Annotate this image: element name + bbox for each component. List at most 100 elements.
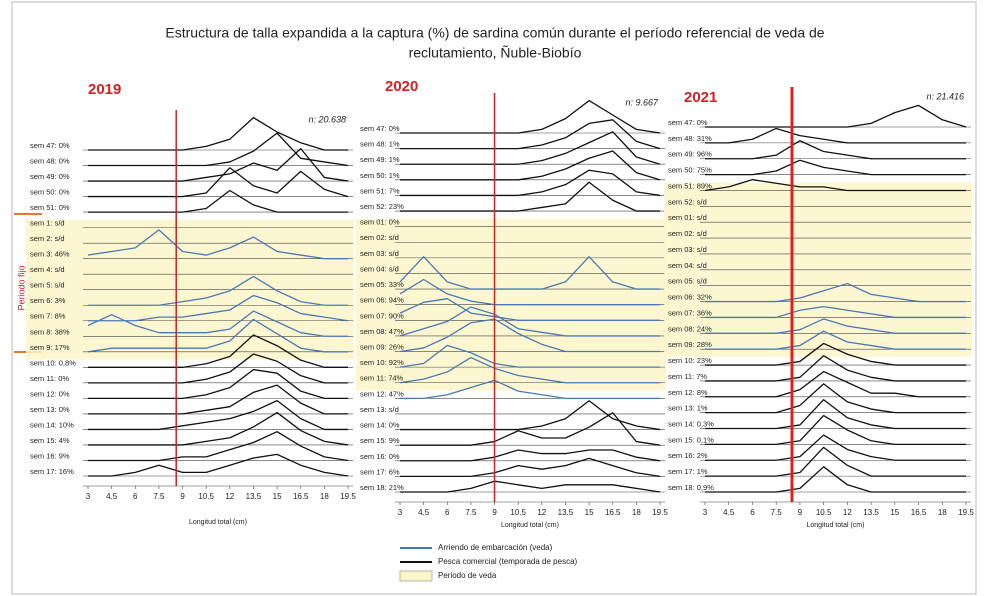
size-curve: [88, 399, 348, 431]
x-tick-label: 6: [750, 508, 755, 517]
size-curve: [705, 355, 966, 382]
x-tick-label: 4.5: [106, 492, 118, 501]
row-label: sem 11: 74%: [360, 374, 404, 383]
row-label: sem 16: 9%: [30, 451, 70, 460]
x-tick-label: 6: [133, 492, 138, 501]
row-label: sem 13: s/d: [360, 405, 399, 414]
row-label: sem 03: s/d: [668, 245, 707, 254]
size-curve: [399, 306, 660, 337]
x-tick-label: 9: [180, 492, 185, 501]
row-label: sem 7: 8%: [30, 312, 66, 321]
x-tick-label: 4.5: [418, 508, 430, 517]
size-curve: [88, 384, 348, 415]
row-label: sem 03: s/d: [360, 249, 399, 258]
panel-year: 2020: [385, 78, 418, 95]
row-label: sem 51: 89%: [668, 181, 712, 190]
row-label: sem 17: 1%: [668, 467, 708, 476]
size-curve: [87, 310, 348, 337]
x-tick-label: 15: [890, 508, 899, 517]
size-curve: [400, 131, 661, 165]
x-tick-label: 19.5: [652, 508, 668, 517]
size-curve: [705, 318, 966, 334]
size-curve: [399, 298, 660, 321]
x-tick-label: 18: [632, 508, 641, 517]
row-label: sem 05: s/d: [668, 277, 707, 286]
row-label: sem 47: 0%: [30, 141, 70, 150]
x-tick-label: 13.5: [246, 492, 262, 501]
x-tick-label: 7.5: [771, 508, 783, 517]
row-label: sem 51: 0%: [30, 203, 70, 212]
row-label: sem 17: 6%: [360, 467, 400, 476]
size-curve: [400, 99, 661, 134]
row-label: sem 4: s/d: [30, 265, 65, 274]
size-curve: [88, 353, 348, 384]
size-curve: [705, 414, 966, 446]
size-curve: [400, 379, 660, 399]
row-label: sem 3: 46%: [30, 250, 70, 259]
size-curve: [88, 334, 348, 368]
x-tick-label: 13.5: [558, 508, 574, 517]
row-label: sem 13: 1%: [668, 404, 708, 413]
sample-size: n: 20.638: [308, 114, 346, 124]
x-tick-label: 7.5: [465, 508, 477, 517]
x-tick-label: 3: [86, 492, 91, 501]
row-label: sem 11: 0%: [30, 374, 69, 383]
row-label: sem 09: 26%: [360, 343, 404, 352]
row-label: sem 49: 0%: [30, 172, 70, 181]
x-tick-label: 12: [225, 492, 234, 501]
row-label: sem 48: 0%: [30, 157, 70, 166]
row-label: sem 10: 0,8%: [30, 358, 76, 367]
size-curve: [400, 169, 661, 197]
x-tick-label: 12: [537, 508, 546, 517]
legend-label: Pesca comercial (temporada de pesca): [438, 557, 578, 566]
row-label: sem 52: s/d: [668, 197, 707, 206]
x-tick-label: 15: [585, 508, 594, 517]
x-tick-label: 16.5: [605, 508, 621, 517]
size-curve: [399, 256, 660, 290]
size-curve: [705, 140, 966, 160]
x-tick-label: 7.5: [153, 492, 165, 501]
side-label: Periodo fijo: [16, 265, 26, 310]
x-tick-label: 10.5: [198, 492, 214, 501]
x-tick-label: 9: [798, 508, 803, 517]
size-curve: [88, 453, 349, 477]
size-curve: [399, 318, 660, 353]
size-curve: [88, 189, 348, 213]
row-label: sem 07: 36%: [668, 308, 712, 317]
row-label: sem 47: 0%: [360, 124, 400, 133]
size-curve: [705, 466, 966, 493]
size-curve: [88, 147, 349, 182]
row-label: sem 14: 0,3%: [668, 420, 714, 429]
row-label: sem 02: s/d: [360, 233, 399, 242]
x-tick-label: 3: [703, 508, 708, 517]
size-curve: [705, 370, 966, 398]
size-curve: [705, 127, 966, 144]
row-label: sem 10: 23%: [668, 356, 712, 365]
row-label: sem 47: 0%: [668, 118, 708, 127]
row-label: sem 9: 17%: [30, 343, 70, 352]
row-label: sem 12: 47%: [360, 389, 404, 398]
row-label: sem 15: 0,1%: [668, 435, 714, 444]
row-label: sem 50: 1%: [360, 171, 400, 180]
size-curve: [88, 411, 349, 446]
row-label: sem 16: 0%: [360, 452, 400, 461]
size-curve: [704, 179, 966, 192]
row-label: sem 16: 2%: [668, 451, 708, 460]
row-label: sem 18: 21%: [360, 483, 404, 492]
title-line-2: reclutamiento, Ñuble-Biobío: [409, 45, 582, 61]
row-label: sem 2: s/d: [30, 234, 65, 243]
row-label: sem 08: 47%: [360, 327, 404, 336]
panel-year: 2021: [684, 89, 717, 106]
x-tick-label: 10.5: [816, 508, 832, 517]
size-curve: [88, 294, 349, 322]
legend-swatch: [399, 570, 433, 582]
x-axis-label: Longitud total (cm): [189, 519, 247, 526]
size-curve: [400, 181, 660, 212]
sample-size: n: 21.416: [926, 91, 964, 101]
size-curve: [88, 431, 349, 462]
row-label: sem 1: s/d: [30, 219, 65, 228]
sample-size: n: 9.667: [625, 97, 659, 107]
row-label: sem 14: 0%: [360, 421, 400, 430]
size-curve: [87, 318, 348, 353]
row-label: sem 14: 10%: [30, 420, 74, 429]
